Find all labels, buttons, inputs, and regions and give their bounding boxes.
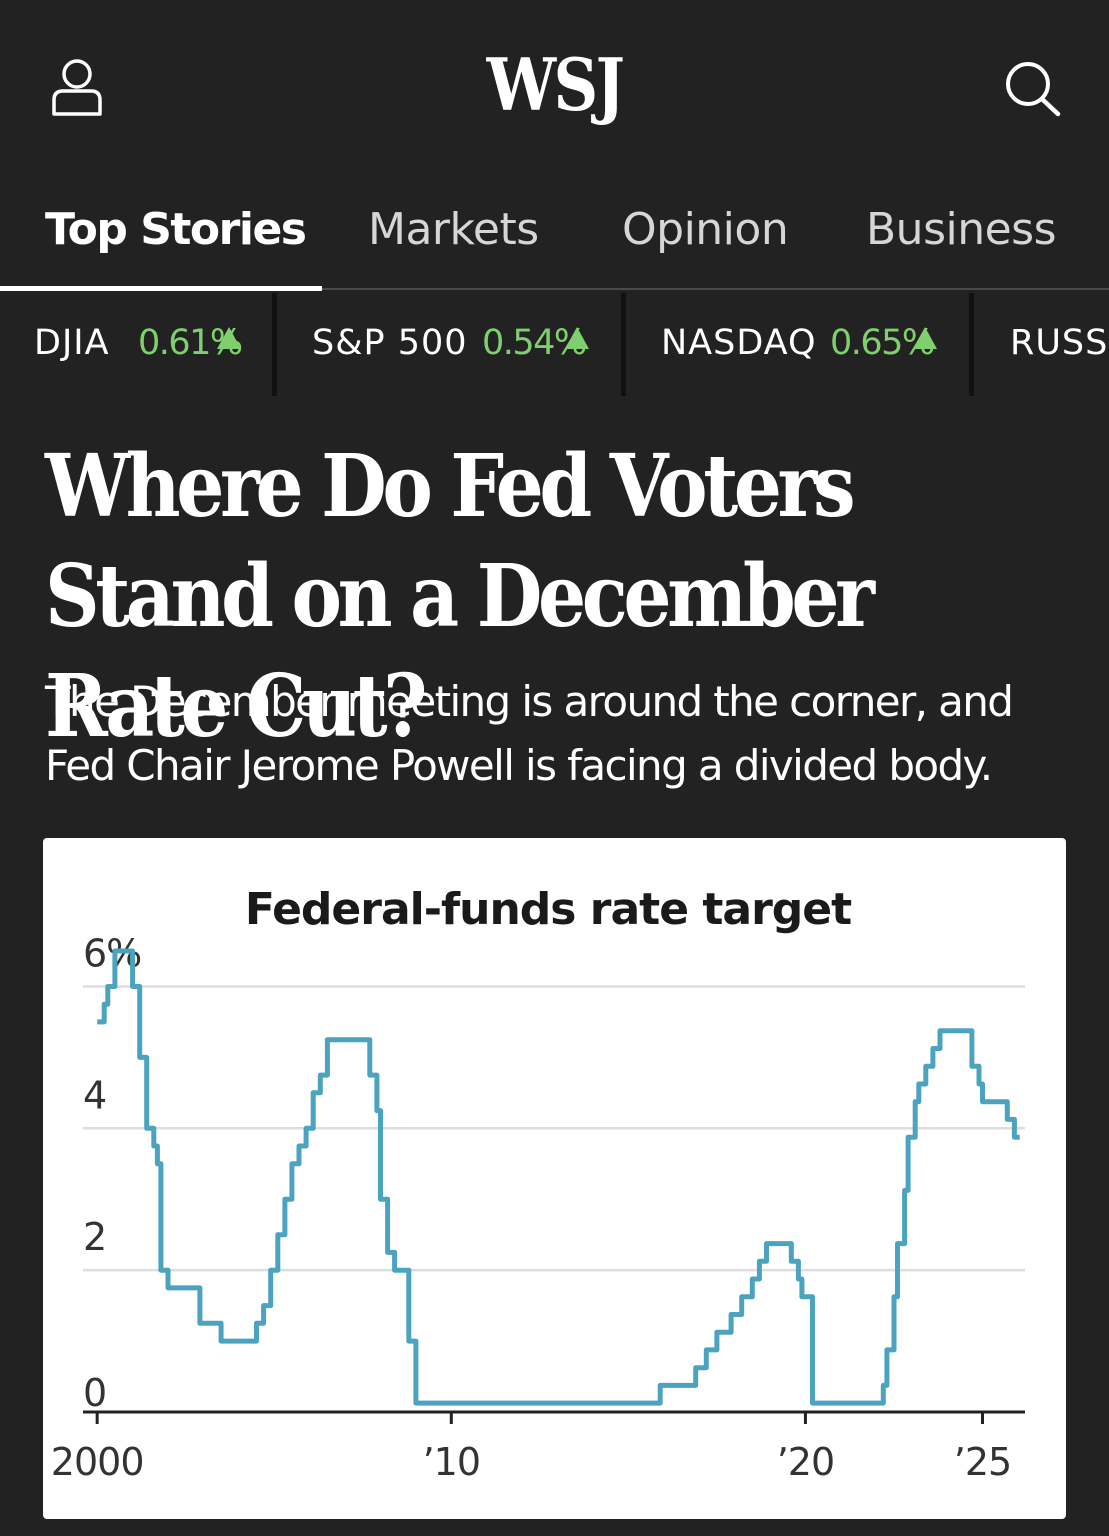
tabs-divider [0, 288, 1109, 290]
chart-card[interactable]: Federal-funds rate target 0 2 4 6% 2000’10’2… [43, 838, 1066, 1519]
ticker-name: S&P 500 [312, 323, 468, 363]
user-icon[interactable] [50, 56, 104, 118]
series-line [97, 948, 1020, 1406]
section-tabs: Top Stories Markets Opinion Business [0, 190, 1109, 292]
up-arrow-icon [565, 327, 589, 349]
ticker-divider [969, 293, 974, 396]
article-dek: The December meeting is around the corne… [45, 677, 1014, 790]
search-icon[interactable] [1000, 58, 1064, 118]
tab-markets[interactable]: Markets [368, 204, 539, 255]
ticker-name: NASDAQ [661, 323, 817, 363]
active-tab-indicator [0, 286, 322, 291]
market-ticker-strip[interactable]: DJIA 0.61% S&P 500 0.54% NASDAQ 0.65% RU… [0, 293, 1109, 396]
ticker-name: RUSSELL [1010, 323, 1109, 363]
article-headline[interactable]: Where Do Fed Voters Stand on a December … [45, 436, 875, 757]
up-arrow-icon [913, 327, 937, 349]
chart-title: Federal-funds rate target [245, 884, 852, 935]
tab-top-stories[interactable]: Top Stories [45, 204, 307, 255]
ticker-divider [621, 293, 626, 396]
x-tick-label: ’25 [954, 1440, 1011, 1484]
ticker-russell[interactable]: RUSSELL [972, 293, 1109, 396]
ticker-sp500[interactable]: S&P 500 0.54% [276, 293, 626, 396]
x-tick-label: ’10 [423, 1440, 480, 1484]
y-tick-label: 4 [83, 1073, 106, 1117]
top-bar: WSJ [0, 0, 1109, 180]
ticker-name: DJIA [34, 323, 110, 363]
ticker-nasdaq[interactable]: NASDAQ 0.65% [624, 293, 974, 396]
ticker-divider [272, 293, 277, 396]
up-arrow-icon [217, 327, 241, 349]
tab-opinion[interactable]: Opinion [622, 204, 789, 255]
ticker-djia[interactable]: DJIA 0.61% [0, 293, 277, 396]
tab-business[interactable]: Business [866, 204, 1057, 255]
y-tick-label: 0 [83, 1371, 106, 1415]
y-tick-label: 2 [83, 1215, 106, 1259]
wsj-logo[interactable]: WSJ [486, 42, 625, 127]
x-tick-label: 2000 [51, 1440, 144, 1484]
fed-funds-chart: Federal-funds rate target 0246%2000’10’2… [51, 884, 1025, 1484]
x-tick-label: ’20 [777, 1440, 834, 1484]
